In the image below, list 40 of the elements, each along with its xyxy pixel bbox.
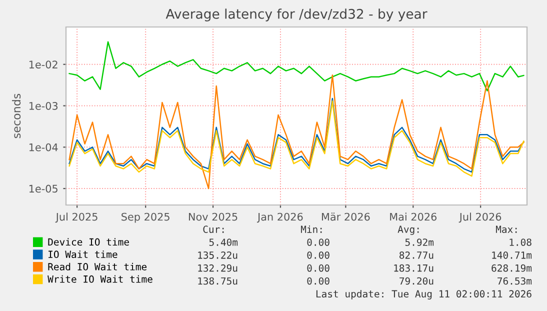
text: 135.22u: [198, 251, 238, 259]
text: 76.53m: [498, 277, 532, 285]
text: 132.29u: [198, 264, 238, 272]
text: 79.20u: [400, 277, 434, 285]
text: 82.77u: [400, 251, 434, 259]
x-tick-label: Sep 2025: [122, 212, 170, 223]
legend-label: Read IO Wait time: [48, 262, 147, 270]
text: 628.19m: [492, 264, 532, 272]
line-series: [68, 41, 524, 92]
text: 0.00: [307, 277, 330, 285]
text: 0.00: [307, 251, 330, 259]
legend-label: Write IO Wait time: [48, 275, 152, 283]
text: 0.00: [307, 264, 330, 272]
text: 0.00: [307, 238, 330, 246]
x-tick-label: Jan 2026: [256, 212, 303, 223]
legend-label: IO Wait time: [48, 250, 118, 258]
y-tick-label: 1e-03: [29, 102, 58, 110]
text: Min:: [300, 225, 322, 233]
x-tick-label: Nov 2025: [188, 212, 238, 221]
chart-title: Average latency for /dev/zd32 - by year: [166, 8, 428, 22]
text: 183.17u: [394, 264, 434, 272]
x-tick-label: Mär 2026: [322, 212, 370, 221]
x-tick-label: Jul 2025: [55, 212, 98, 223]
x-tick-label: Mai 2026: [390, 212, 437, 221]
text: 138.75u: [198, 277, 238, 285]
text: Avg:: [398, 226, 419, 235]
text: 5.92m: [405, 238, 434, 246]
y-tick-label: 1e-04: [29, 143, 58, 152]
y-axis-title: seconds: [12, 94, 21, 138]
legend-label: Device IO time: [48, 238, 129, 246]
text: Max:: [496, 226, 517, 233]
text: Last update: Tue Aug 11 02:00:11 2026: [316, 290, 532, 300]
y-tick-label: 1e-05: [29, 184, 58, 193]
text: 1.08: [510, 238, 532, 246]
text: 5.40m: [209, 238, 238, 246]
y-tick-label: 1e-02: [29, 60, 58, 68]
text: Cur:: [203, 226, 224, 233]
line-series: [68, 74, 524, 190]
text: 140.71m: [492, 251, 532, 259]
x-tick-label: Jul 2026: [458, 212, 502, 223]
